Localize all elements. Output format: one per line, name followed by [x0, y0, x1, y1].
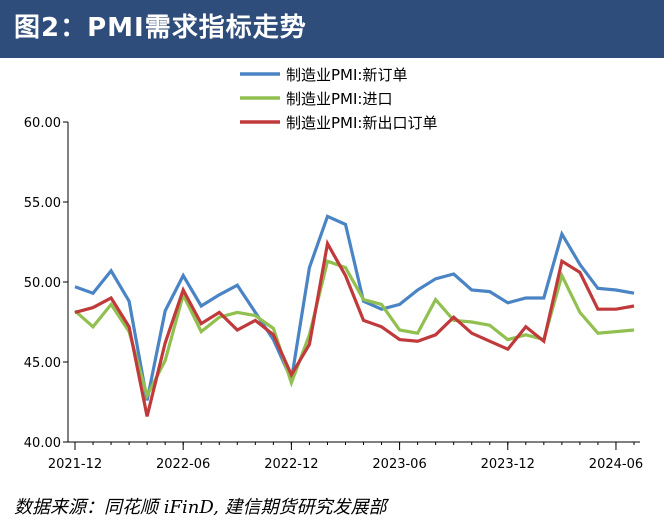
- x-tick-label: 2022-06: [156, 457, 210, 472]
- x-axis: 2021-12 2022-06 2022-12 2023-06 2023-12 2024-…: [48, 441, 643, 472]
- y-tick-label: 45.00: [24, 356, 61, 371]
- figure-header: 图2：PMI需求指标走势: [0, 0, 664, 58]
- x-tick-label: 2021-12: [48, 457, 102, 472]
- x-tick-label: 2023-06: [372, 457, 426, 472]
- figure-title: 图2：PMI需求指标走势: [14, 13, 307, 43]
- x-tick-label: 2022-12: [264, 457, 318, 472]
- legend-label-2: 制造业PMI:进口: [286, 90, 392, 108]
- legend-label-1: 制造业PMI:新订单: [286, 66, 407, 84]
- data-source-note: 数据来源：同花顺 iFinD, 建信期货研究发展部: [14, 497, 387, 518]
- x-tick-label: 2023-12: [481, 457, 535, 472]
- y-tick-label: 50.00: [24, 276, 61, 291]
- y-tick-label: 40.00: [24, 436, 61, 451]
- x-tick-label: 2024-06: [589, 457, 643, 472]
- series-lines: [73, 214, 635, 417]
- legend-label-3: 制造业PMI:新出口订单: [286, 114, 437, 132]
- series-line-3: [74, 238, 635, 417]
- series-line-1: [74, 214, 635, 401]
- y-tick-label: 60.00: [24, 116, 61, 131]
- y-axis: 60.00 55.00 50.00 45.00 40.00: [24, 116, 69, 451]
- y-tick-label: 55.00: [24, 196, 61, 211]
